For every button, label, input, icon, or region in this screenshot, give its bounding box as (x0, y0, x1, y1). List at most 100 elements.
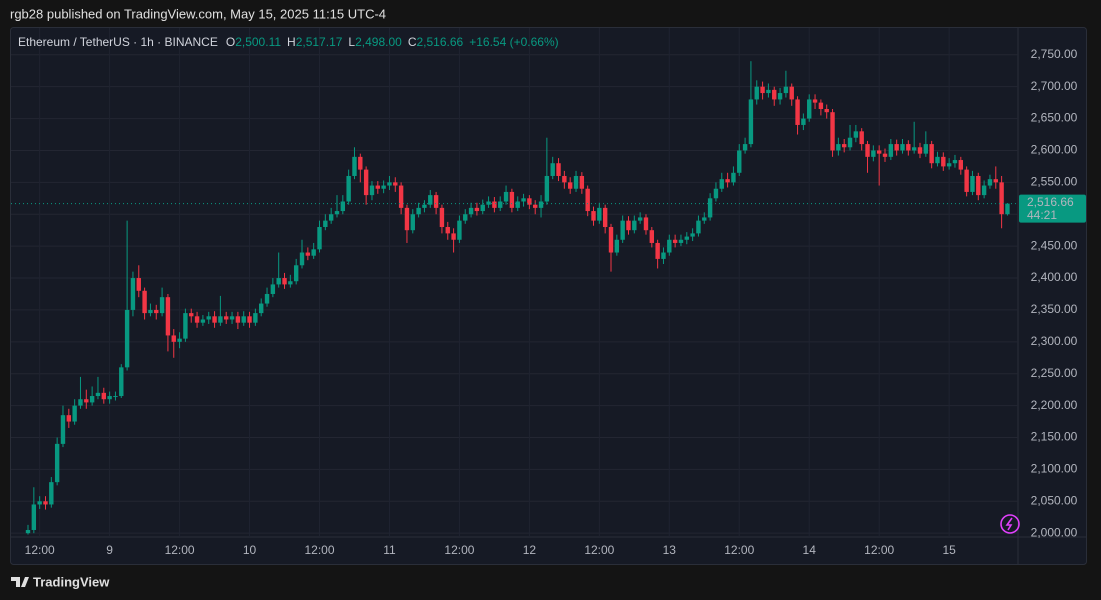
candle-body (725, 179, 730, 183)
candle-body (235, 316, 241, 323)
candle-body (398, 185, 404, 208)
candle-body (970, 175, 975, 192)
candle-body (830, 112, 835, 151)
candle-body (439, 207, 445, 228)
candle-body (556, 163, 561, 176)
candle-body (731, 172, 736, 183)
candles (25, 61, 1010, 535)
candle-body (229, 316, 235, 320)
legend-key: H (287, 35, 296, 49)
candle-body (591, 211, 596, 221)
candle-body (107, 396, 112, 400)
candle-body (212, 316, 217, 323)
candle-body (842, 144, 847, 148)
candle-body (200, 319, 206, 323)
y-tick-label: 2,200.00 (1031, 398, 1078, 412)
candle-body (451, 233, 456, 240)
x-tick-label: 12:00 (165, 543, 195, 557)
candle-body (509, 191, 515, 208)
candle-body (923, 144, 929, 154)
candle-body (859, 131, 864, 145)
candle-body (433, 195, 439, 208)
candle-body (544, 175, 550, 202)
candle-body (917, 147, 923, 154)
candle-body (620, 220, 625, 240)
candle-body (766, 89, 771, 94)
candle-body (486, 201, 491, 205)
y-tick-label: 2,300.00 (1031, 334, 1078, 348)
y-tick-label: 2,600.00 (1031, 143, 1078, 157)
candle-body (381, 185, 386, 189)
candle-body (259, 303, 264, 314)
x-tick-label: 12:00 (584, 543, 614, 557)
candle-body (888, 144, 894, 157)
candle-body (282, 278, 287, 285)
candle-body (754, 86, 759, 100)
candle-body (37, 501, 42, 505)
y-tick-label: 2,000.00 (1031, 525, 1078, 539)
candle-body (894, 144, 899, 151)
candle-body (801, 118, 806, 125)
candle-body (597, 207, 602, 221)
candle-body (89, 396, 95, 403)
y-tick-label: 2,400.00 (1031, 270, 1078, 284)
candle-body (183, 313, 188, 339)
brand-icon (11, 577, 29, 587)
candle-body (43, 501, 48, 505)
candle-body (480, 204, 485, 212)
candle-body (900, 144, 905, 151)
candle-body (340, 201, 346, 212)
candle-body (684, 236, 689, 240)
candle-body (533, 204, 538, 208)
candle-body (416, 207, 421, 215)
candle-body (824, 109, 829, 113)
candle-body (148, 309, 153, 314)
candle-body (713, 188, 719, 199)
x-tick-label: 12:00 (25, 543, 55, 557)
watermark-icon (1000, 514, 1020, 534)
candle-body (270, 284, 276, 294)
legend-value: 2,500.11 (235, 35, 281, 49)
candle-body (189, 313, 194, 317)
candle-body (760, 86, 765, 94)
candle-body (538, 201, 544, 208)
candle-body (567, 182, 573, 189)
y-tick-label: 2,250.00 (1031, 366, 1078, 380)
candle-body (311, 249, 316, 256)
candle-body (964, 169, 969, 192)
candle-body (579, 175, 585, 189)
published-note: rgb28 published on TradingView.com, May … (10, 6, 386, 21)
x-tick-label: 15 (942, 543, 956, 557)
candle-body (130, 278, 136, 310)
candle-body (719, 179, 724, 189)
x-tick-label: 12:00 (444, 543, 474, 557)
candle-body (626, 220, 631, 231)
y-tick-label: 2,550.00 (1031, 175, 1078, 189)
candle-body (253, 313, 258, 323)
candle-body (946, 163, 952, 167)
candle-body (498, 201, 503, 208)
candle-body (171, 335, 176, 342)
candle-body (690, 233, 695, 237)
candle-body (748, 99, 754, 145)
candle-body (643, 217, 649, 231)
y-tick-label: 2,650.00 (1031, 111, 1078, 125)
candle-body (702, 217, 707, 221)
legend-change: +16.54 (+0.66%) (469, 35, 558, 49)
candle-body (317, 227, 322, 250)
candle-body (334, 211, 340, 215)
overlay: 2,000.00 2,050.00 2,100.00 2,150.00 2,200.00… (11, 47, 1086, 557)
y-tick-label: 2,350.00 (1031, 302, 1078, 316)
candle-body (31, 504, 37, 530)
candle-body (527, 198, 532, 205)
y-tick-label: 2,150.00 (1031, 430, 1078, 444)
watermark-bolt (1005, 517, 1013, 531)
candle-body (795, 99, 800, 125)
candle-body (608, 227, 614, 253)
chart-panel (10, 27, 1087, 565)
candle-body (696, 220, 701, 234)
x-tick-label: 12:00 (864, 543, 894, 557)
candle-body (737, 150, 742, 173)
candle-body (113, 396, 118, 398)
